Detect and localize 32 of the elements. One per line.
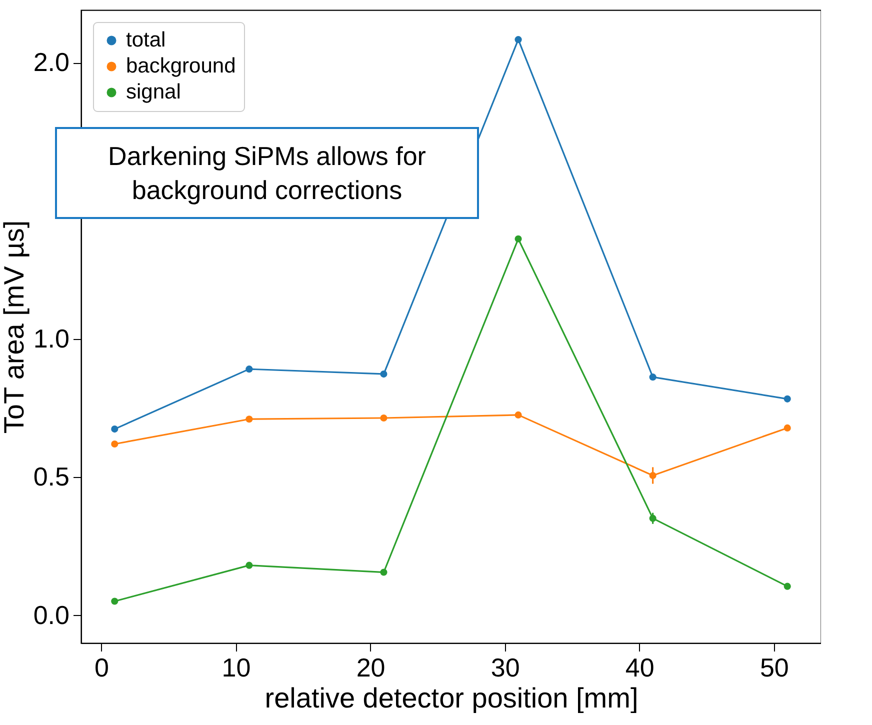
point <box>784 424 791 432</box>
point <box>649 374 656 381</box>
y-tick-label: 2.0 <box>33 47 70 78</box>
legend-label: signal <box>126 80 181 104</box>
legend-label: total <box>126 28 166 52</box>
y-tick-label: 0.5 <box>33 462 70 492</box>
point <box>111 426 118 433</box>
y-tick-label: 1.0 <box>33 323 70 354</box>
point <box>380 568 388 576</box>
y-tick-label: 0.0 <box>33 600 70 630</box>
x-tick-label: 0 <box>94 652 109 682</box>
point <box>514 36 522 44</box>
x-tick-label: 30 <box>490 652 520 682</box>
point <box>514 411 522 418</box>
point <box>111 440 118 448</box>
point <box>514 235 522 242</box>
point <box>784 582 791 590</box>
x-tick-label: 10 <box>222 652 251 682</box>
y-axis-title: ToT area [mV µs] <box>0 220 30 434</box>
x-axis-title: relative detector position [mm] <box>264 682 638 714</box>
point <box>246 366 253 373</box>
point <box>380 370 388 378</box>
point <box>246 416 253 423</box>
point <box>111 598 118 605</box>
legend-label: background <box>126 54 236 78</box>
point <box>784 395 791 402</box>
x-tick-label: 50 <box>760 652 789 682</box>
point <box>246 562 253 569</box>
point <box>380 414 388 422</box>
text-box: Darkening SiPMs allows for background corrections <box>55 127 479 219</box>
x-tick-label: 40 <box>625 652 654 682</box>
x-tick-label: 20 <box>356 652 386 682</box>
